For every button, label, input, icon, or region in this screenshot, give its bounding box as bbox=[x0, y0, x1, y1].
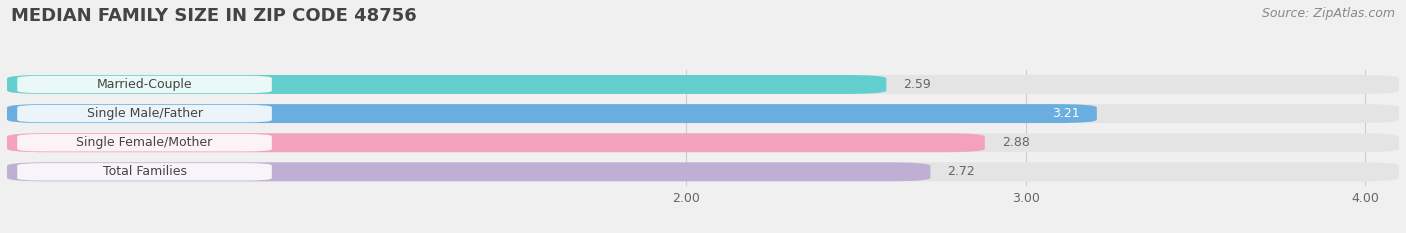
Text: 2.72: 2.72 bbox=[948, 165, 976, 178]
FancyBboxPatch shape bbox=[7, 75, 886, 94]
Text: 2.59: 2.59 bbox=[903, 78, 931, 91]
FancyBboxPatch shape bbox=[17, 134, 271, 151]
Text: 3.21: 3.21 bbox=[1052, 107, 1080, 120]
FancyBboxPatch shape bbox=[7, 133, 1399, 152]
Text: MEDIAN FAMILY SIZE IN ZIP CODE 48756: MEDIAN FAMILY SIZE IN ZIP CODE 48756 bbox=[11, 7, 418, 25]
FancyBboxPatch shape bbox=[17, 105, 271, 122]
Text: Married-Couple: Married-Couple bbox=[97, 78, 193, 91]
FancyBboxPatch shape bbox=[7, 104, 1399, 123]
Text: Single Male/Father: Single Male/Father bbox=[87, 107, 202, 120]
Text: Total Families: Total Families bbox=[103, 165, 187, 178]
Text: 2.88: 2.88 bbox=[1001, 136, 1029, 149]
Text: Single Female/Mother: Single Female/Mother bbox=[76, 136, 212, 149]
FancyBboxPatch shape bbox=[17, 163, 271, 181]
FancyBboxPatch shape bbox=[7, 75, 1399, 94]
FancyBboxPatch shape bbox=[17, 76, 271, 93]
FancyBboxPatch shape bbox=[7, 104, 1097, 123]
FancyBboxPatch shape bbox=[7, 133, 984, 152]
FancyBboxPatch shape bbox=[7, 162, 931, 181]
FancyBboxPatch shape bbox=[7, 162, 1399, 181]
Text: Source: ZipAtlas.com: Source: ZipAtlas.com bbox=[1261, 7, 1395, 20]
